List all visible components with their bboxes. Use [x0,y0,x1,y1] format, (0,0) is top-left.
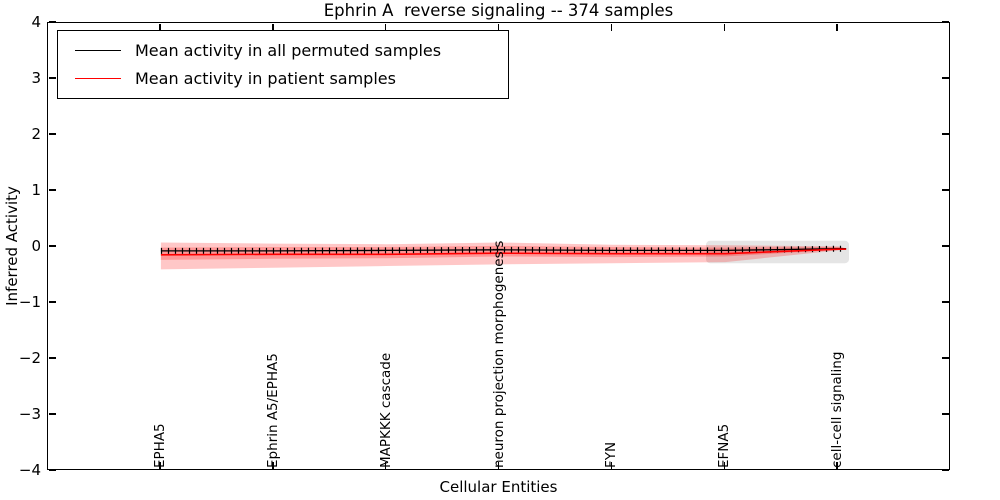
patient-mean-line [160,248,847,256]
x-tick-bottom [836,461,838,469]
patient-outer-band [160,242,847,270]
x-tick-bottom [497,461,500,469]
x-tick-top [272,23,274,31]
x-axis-title: Cellular Entities [439,478,558,496]
y-tick-right [941,189,949,191]
x-tick-bottom [159,461,161,469]
permuted-mean-plus-markers [160,245,847,254]
y-tick-right [941,469,949,471]
x-tick-bottom [723,461,725,469]
x-tick-top [836,23,838,31]
x-tick-label: neuron projection morphogenesis [490,240,507,468]
black-line-swatch-icon [75,49,121,51]
y-tick-left [48,21,56,23]
x-tick-bottom [384,461,387,469]
x-tick-label: EPHA5 [151,423,168,468]
y-tick-left [48,301,56,303]
y-tick-left [48,77,56,79]
y-tick-left [48,469,56,471]
y-tick-right [941,357,949,359]
y-tick-left [48,245,56,247]
chart-canvas [160,240,849,270]
y-tick-label: 4 [31,13,41,31]
red-line-swatch-icon [75,78,121,80]
y-tick-right [941,413,949,415]
chart-title: Ephrin A reverse signaling -- 374 sample… [323,1,674,20]
x-tick-top [610,23,613,31]
y-tick-right [941,21,949,23]
x-tick-top [723,23,725,31]
legend-label: Mean activity in patient samples [135,69,396,89]
y-tick-label: −3 [18,405,41,423]
x-tick-bottom [272,461,274,469]
x-tick-top [497,23,500,31]
y-tick-label: −2 [18,349,41,367]
y-tick-label: 1 [31,181,41,199]
x-tick-label: cell-cell signaling [829,351,846,468]
legend-label: Mean activity in all permuted samples [135,40,442,60]
y-tick-right [941,77,949,79]
x-tick-label: MAPKKK cascade [377,352,394,468]
x-tick-bottom [610,461,613,469]
legend-item-permuted: Mean activity in all permuted samples [58,41,508,60]
y-tick-label: −4 [18,461,41,479]
y-tick-left [48,413,56,415]
x-tick-label: FYN [603,441,620,468]
x-tick-label: EFNA5 [716,423,733,468]
y-tick-label: 0 [31,237,41,255]
legend: Mean activity in all permuted samples Me… [57,30,509,99]
y-tick-left [48,357,56,359]
x-tick-top [159,23,161,31]
y-tick-right [941,245,949,247]
x-tick-top [384,23,387,31]
legend-item-patient: Mean activity in patient samples [58,69,508,88]
y-tick-label: −1 [18,293,41,311]
y-tick-right [941,301,949,303]
y-tick-left [48,133,56,135]
y-tick-right [941,133,949,135]
y-tick-left [48,189,56,191]
y-tick-label: 3 [31,69,41,87]
y-axis-title: Inferred Activity [3,186,21,306]
x-tick-label: Ephrin A5/EPHA5 [264,353,281,468]
y-tick-label: 2 [31,125,41,143]
